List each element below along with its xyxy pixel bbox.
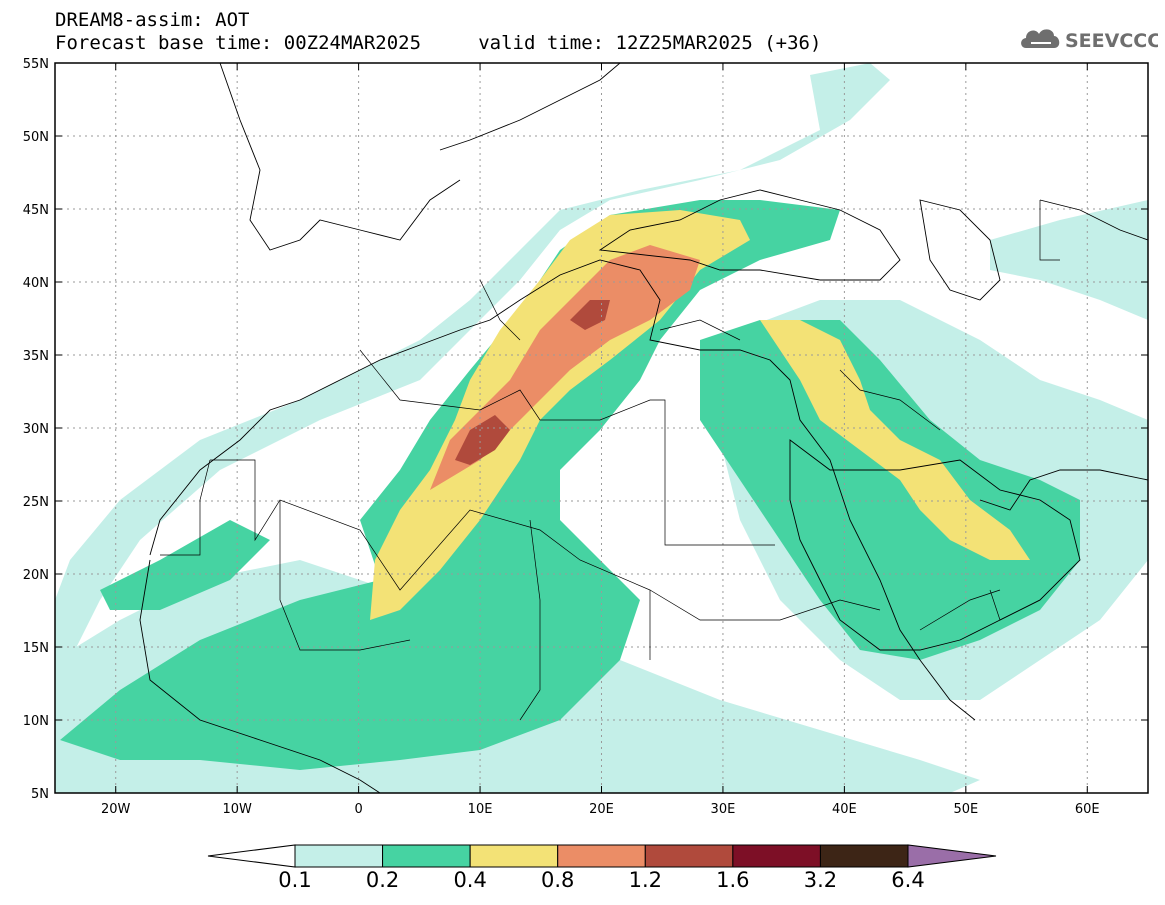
lon-tick-label: 60E bbox=[1075, 802, 1100, 817]
lat-tick-label: 15N bbox=[23, 641, 49, 656]
latitude-axis: 55N 50N 45N 40N 35N 30N 25N 20N 15N 10N 5N bbox=[23, 57, 1148, 802]
colorbar-level-label: 0.8 bbox=[541, 868, 574, 892]
aot-region-yellow-arabia bbox=[760, 320, 1030, 560]
colorbar-segment bbox=[644, 844, 734, 868]
lon-tick-label: 30E bbox=[711, 802, 736, 817]
lon-tick-label: 20E bbox=[589, 802, 614, 817]
colorbar-level-label: 1.2 bbox=[629, 868, 662, 892]
colorbar-level-label: 1.6 bbox=[716, 868, 749, 892]
colorbar-over-arrow bbox=[907, 844, 997, 868]
colorbar-level-label: 0.2 bbox=[366, 868, 399, 892]
lon-tick-label: 10E bbox=[468, 802, 493, 817]
colorbar-level-label: 6.4 bbox=[891, 868, 924, 892]
colorbar-segment bbox=[732, 844, 821, 868]
colorbar-segment bbox=[469, 844, 559, 868]
colorbar-segment bbox=[294, 844, 384, 868]
aot-region-red bbox=[455, 415, 510, 465]
colorbar-level-label: 0.4 bbox=[453, 868, 486, 892]
logo-text: SEEVCCC bbox=[1065, 30, 1158, 52]
lon-tick-label: 50E bbox=[953, 802, 978, 817]
lat-tick-label: 40N bbox=[23, 276, 49, 291]
coastlines bbox=[139, 63, 1148, 793]
lat-tick-label: 5N bbox=[31, 787, 49, 802]
lat-tick-label: 35N bbox=[23, 349, 49, 364]
country-borders bbox=[160, 200, 1060, 721]
colorbar-segment bbox=[382, 844, 471, 868]
lon-tick-label: 0 bbox=[354, 802, 362, 817]
lon-tick-label: 20W bbox=[101, 802, 131, 817]
lat-tick-label: 50N bbox=[23, 130, 49, 145]
cloud-icon bbox=[1021, 29, 1060, 48]
graticule bbox=[55, 63, 1148, 793]
colorbar-segment bbox=[819, 844, 909, 868]
aot-field-layer bbox=[55, 63, 1148, 793]
colorbar-level-label: 3.2 bbox=[804, 868, 837, 892]
lat-tick-label: 30N bbox=[23, 422, 49, 437]
lat-tick-label: 20N bbox=[23, 568, 49, 583]
aot-region-teal-mideast bbox=[700, 320, 1080, 660]
lat-tick-label: 55N bbox=[23, 57, 49, 72]
aot-region-red-balkan bbox=[570, 300, 610, 330]
lon-tick-label: 40E bbox=[832, 802, 857, 817]
lon-tick-label: 10W bbox=[222, 802, 252, 817]
lat-tick-label: 25N bbox=[23, 495, 49, 510]
colorbar-level-label: 0.1 bbox=[278, 868, 311, 892]
longitude-axis: 20W 10W 0 10E 20E 30E 40E 50E 60E bbox=[101, 63, 1100, 817]
colorbar-segment bbox=[557, 844, 646, 868]
colorbar: 0.1 0.2 0.4 0.8 1.2 1.6 3.2 6.4 bbox=[207, 844, 997, 892]
lat-tick-label: 10N bbox=[23, 714, 49, 729]
map-title: DREAM8-assim: AOT bbox=[55, 9, 250, 31]
colorbar-under-arrow bbox=[207, 844, 296, 868]
lat-tick-label: 45N bbox=[23, 203, 49, 218]
seevccc-logo: SEEVCCC bbox=[1021, 29, 1158, 52]
aot-region-teal-west bbox=[100, 520, 270, 610]
map-subtitle: Forecast base time: 00Z24MAR2025 valid t… bbox=[55, 32, 822, 54]
aot-region-light-ne bbox=[990, 200, 1148, 320]
